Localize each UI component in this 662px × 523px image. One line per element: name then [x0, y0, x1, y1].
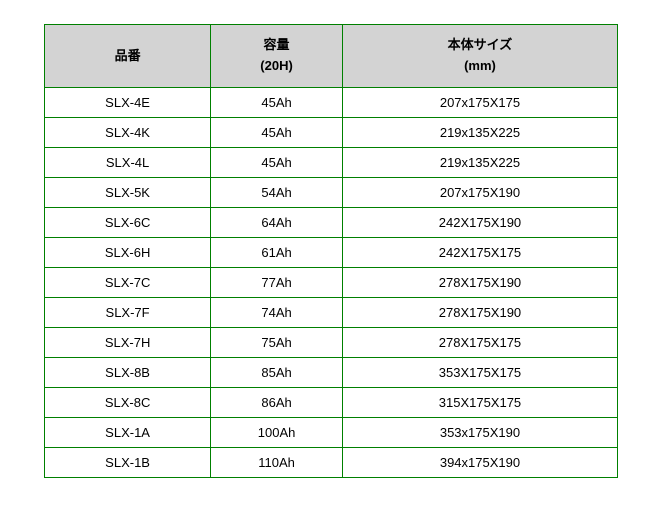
cell-size: 394x175X190 — [342, 448, 617, 478]
cell-capacity: 61Ah — [211, 238, 343, 268]
cell-size: 353X175X175 — [342, 358, 617, 388]
table-row: SLX-4L45Ah219x135X225 — [45, 148, 618, 178]
cell-part-number: SLX-7H — [45, 328, 211, 358]
cell-part-number: SLX-8C — [45, 388, 211, 418]
table-row: SLX-5K54Ah207x175X190 — [45, 178, 618, 208]
cell-part-number: SLX-6C — [45, 208, 211, 238]
header-part-number: 品番 — [45, 25, 211, 88]
table-body: SLX-4E45Ah207x175X175SLX-4K45Ah219x135X2… — [45, 88, 618, 478]
cell-part-number: SLX-4K — [45, 118, 211, 148]
table-row: SLX-1A100Ah353x175X190 — [45, 418, 618, 448]
table-row: SLX-8B85Ah353X175X175 — [45, 358, 618, 388]
table-row: SLX-7H75Ah278X175X175 — [45, 328, 618, 358]
cell-capacity: 110Ah — [211, 448, 343, 478]
cell-size: 242X175X190 — [342, 208, 617, 238]
cell-size: 278X175X190 — [342, 298, 617, 328]
cell-part-number: SLX-8B — [45, 358, 211, 388]
cell-size: 315X175X175 — [342, 388, 617, 418]
cell-size: 219x135X225 — [342, 118, 617, 148]
header-capacity: 容量 (20H) — [211, 25, 343, 88]
cell-size: 278X175X175 — [342, 328, 617, 358]
cell-capacity: 45Ah — [211, 118, 343, 148]
cell-capacity: 54Ah — [211, 178, 343, 208]
table-row: SLX-8C86Ah315X175X175 — [45, 388, 618, 418]
header-sublabel: (20H) — [260, 58, 293, 73]
header-label: 品番 — [115, 48, 141, 63]
cell-size: 353x175X190 — [342, 418, 617, 448]
header-label: 本体サイズ — [448, 37, 513, 52]
spec-table: 品番 容量 (20H) 本体サイズ (mm) SLX-4E45Ah207x175… — [44, 24, 618, 478]
table-row: SLX-4K45Ah219x135X225 — [45, 118, 618, 148]
table-row: SLX-4E45Ah207x175X175 — [45, 88, 618, 118]
cell-part-number: SLX-1A — [45, 418, 211, 448]
cell-size: 219x135X225 — [342, 148, 617, 178]
table-row: SLX-6C64Ah242X175X190 — [45, 208, 618, 238]
cell-size: 207x175X175 — [342, 88, 617, 118]
table-row: SLX-1B110Ah394x175X190 — [45, 448, 618, 478]
cell-capacity: 86Ah — [211, 388, 343, 418]
table-row: SLX-6H61Ah242X175X175 — [45, 238, 618, 268]
cell-part-number: SLX-1B — [45, 448, 211, 478]
cell-capacity: 45Ah — [211, 88, 343, 118]
cell-part-number: SLX-7F — [45, 298, 211, 328]
header-label: 容量 — [264, 37, 290, 52]
cell-part-number: SLX-6H — [45, 238, 211, 268]
header-size: 本体サイズ (mm) — [342, 25, 617, 88]
cell-part-number: SLX-4E — [45, 88, 211, 118]
cell-part-number: SLX-5K — [45, 178, 211, 208]
cell-size: 242X175X175 — [342, 238, 617, 268]
cell-part-number: SLX-4L — [45, 148, 211, 178]
table-row: SLX-7F74Ah278X175X190 — [45, 298, 618, 328]
cell-size: 207x175X190 — [342, 178, 617, 208]
cell-capacity: 100Ah — [211, 418, 343, 448]
cell-part-number: SLX-7C — [45, 268, 211, 298]
cell-capacity: 74Ah — [211, 298, 343, 328]
table-row: SLX-7C77Ah278X175X190 — [45, 268, 618, 298]
cell-capacity: 75Ah — [211, 328, 343, 358]
cell-capacity: 64Ah — [211, 208, 343, 238]
table-header-row: 品番 容量 (20H) 本体サイズ (mm) — [45, 25, 618, 88]
header-sublabel: (mm) — [464, 58, 496, 73]
cell-capacity: 85Ah — [211, 358, 343, 388]
cell-size: 278X175X190 — [342, 268, 617, 298]
cell-capacity: 45Ah — [211, 148, 343, 178]
cell-capacity: 77Ah — [211, 268, 343, 298]
